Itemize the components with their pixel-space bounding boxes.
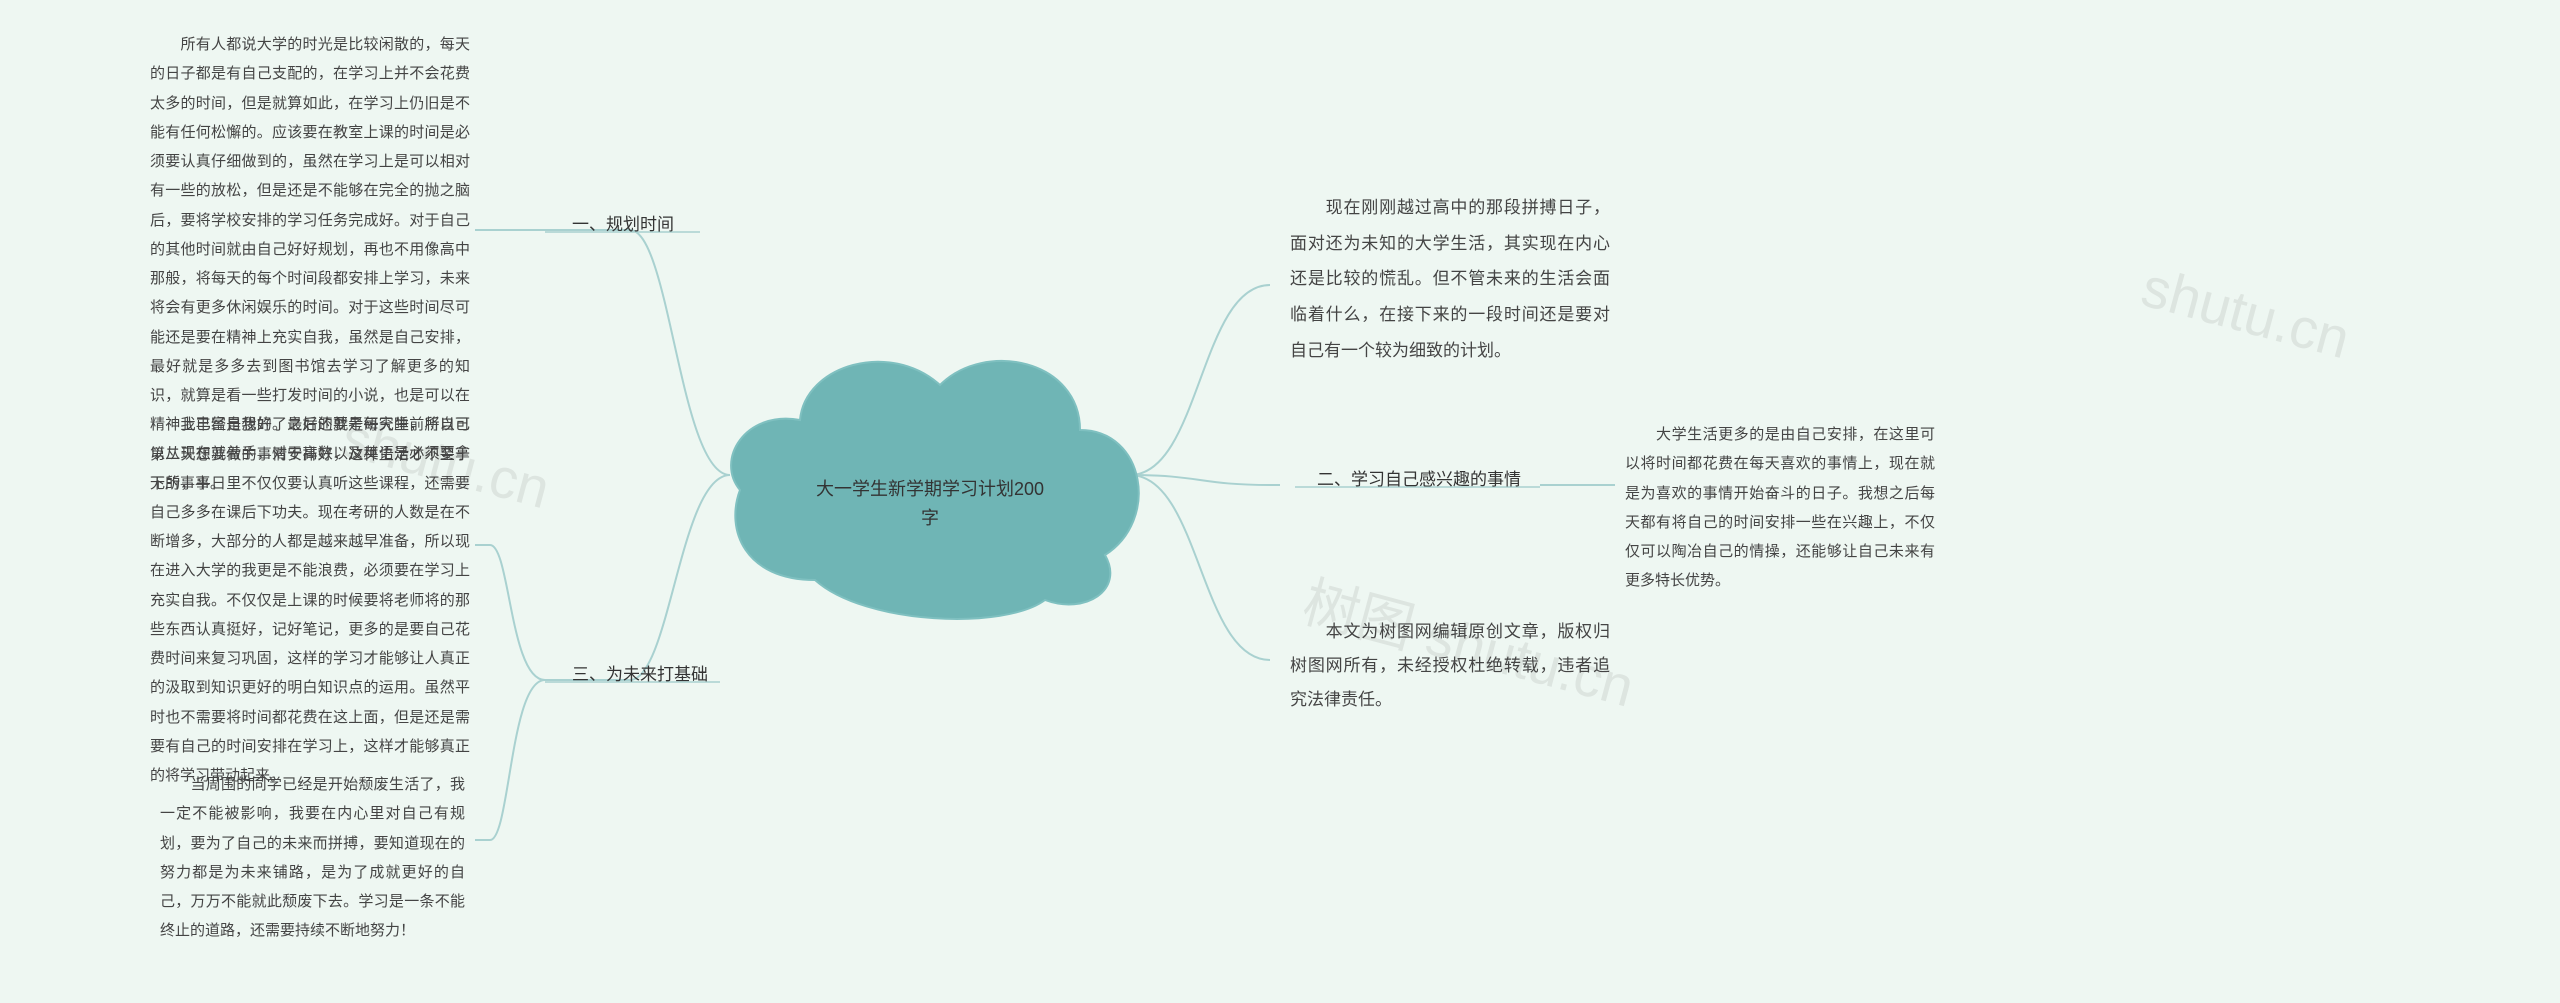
section-3-leaf-0: 我已经是想好了之后还要考研究生，所以可以从现在就着手，对于高数以及英语是必须要拿… [150,410,470,790]
section-3-leaf-1: 当周围的同学已经是开始颓废生活了，我一定不能被影响，我要在内心里对自己有规划，要… [160,770,465,946]
section-3-title: 三、为未来打基础 [555,660,708,685]
section-2-title: 二、学习自己感兴趣的事情 [1300,465,1521,490]
intro-leaf: 现在刚刚越过高中的那段拼搏日子，面对还为未知的大学生活，其实现在内心还是比较的慌… [1290,190,1610,368]
central-title: 大一学生新学期学习计划200字 [810,475,1050,533]
section-2-leaf-0: 大学生活更多的是由自己安排，在这里可以将时间都花费在每天喜欢的事情上，现在就是为… [1625,420,1935,596]
central-node: 大一学生新学期学习计划200字 [705,330,1155,620]
watermark-right: shutu.cn [2135,254,2356,372]
section-1-title: 一、规划时间 [555,210,674,235]
copyright-leaf: 本文为树图网编辑原创文章，版权归树图网所有，未经授权杜绝转载，违者追究法律责任。 [1290,615,1610,717]
